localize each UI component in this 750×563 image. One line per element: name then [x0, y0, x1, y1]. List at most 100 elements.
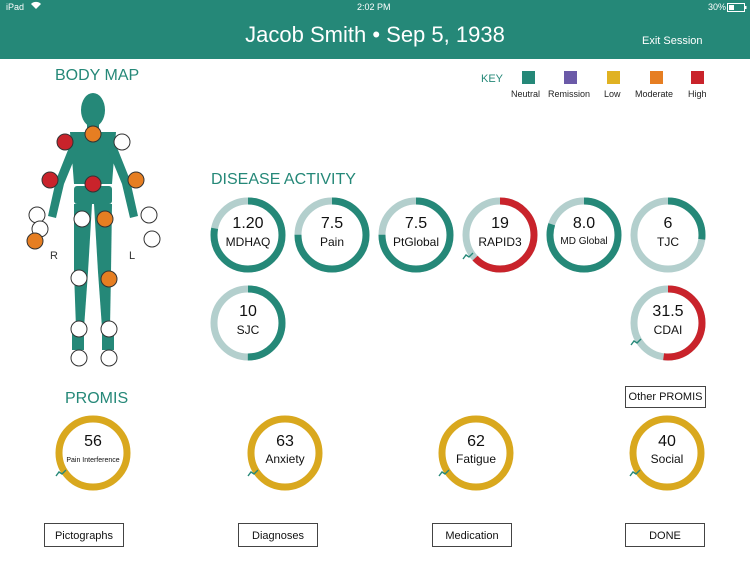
- metric-mdhaq-value: 1.20: [232, 215, 264, 232]
- metric-ptglobal-label: PtGlobal: [392, 235, 440, 249]
- key-label-neutral: Neutral: [511, 89, 541, 99]
- promis-pain-interference-value: 56: [84, 433, 102, 450]
- key-label-low: Low: [604, 89, 621, 99]
- key-label: KEY: [481, 73, 504, 85]
- metric-ptglobal-ring: [378, 197, 454, 273]
- key-label-moderate: Moderate: [635, 89, 674, 99]
- joint-right-shoulder: [56, 133, 74, 151]
- status-time: 2:02 PM: [357, 2, 391, 12]
- promis-anxiety-ring: [247, 415, 323, 491]
- promis-anxiety-value: 63: [276, 433, 294, 450]
- joint-left-knee: [100, 270, 118, 288]
- metric-rapid3-ring: [462, 197, 538, 273]
- metric-pain-label: Pain: [319, 235, 345, 249]
- promis-social-trend-icon: [629, 469, 641, 477]
- promis-social[interactable]: 40 Social: [629, 415, 705, 491]
- joint-left-elbow: [127, 171, 145, 189]
- metric-mdhaq-label: MDHAQ: [225, 235, 271, 249]
- joint-neck: [84, 125, 102, 143]
- metric-tjc-label: TJC: [657, 235, 679, 249]
- metric-mdhaq[interactable]: 1.20 MDHAQ: [210, 197, 286, 273]
- metric-md-global-label: MD Global: [560, 236, 608, 247]
- body-map-title: BODY MAP: [55, 67, 140, 84]
- metric-sjc-label: SJC: [236, 323, 260, 337]
- medication-button[interactable]: Medication: [432, 523, 512, 547]
- body-map: [22, 88, 172, 378]
- key-label-remission: Remission: [548, 89, 591, 99]
- body-figure: [26, 93, 161, 367]
- key-swatch-moderate: [650, 71, 663, 84]
- promis-pain-interference-trend-icon: [55, 469, 67, 477]
- promis-pain-interference-label: Pain Interference: [66, 457, 120, 464]
- metric-md-global-ring: [546, 197, 622, 273]
- promis-anxiety-label: Anxiety: [265, 452, 305, 466]
- metric-md-global-value: 8.0: [572, 215, 596, 232]
- joint-right-hand-2: [26, 232, 44, 250]
- other-promis-button[interactable]: Other PROMIS: [625, 386, 706, 408]
- joint-right-hip: [73, 210, 91, 228]
- metric-sjc-value: 10: [239, 303, 257, 320]
- promis-social-label: Social: [650, 452, 684, 466]
- joint-right-wrist: [28, 206, 46, 224]
- joint-spine: [84, 175, 102, 193]
- metric-rapid3[interactable]: 19 RAPID3: [462, 197, 538, 273]
- metric-ptglobal-value: 7.5: [404, 215, 428, 232]
- metric-tjc[interactable]: 6 TJC: [630, 197, 706, 273]
- promis-fatigue[interactable]: 62 Fatigue: [438, 415, 514, 491]
- promis-social-value: 40: [658, 433, 676, 450]
- metric-cdai-trend-icon: [630, 338, 642, 346]
- battery-icon: [727, 3, 747, 14]
- metric-cdai-label: CDAI: [653, 323, 683, 337]
- joint-left-shoulder: [113, 133, 131, 151]
- right-side-label: R: [50, 250, 58, 262]
- pictographs-button[interactable]: Pictographs: [44, 523, 124, 547]
- left-side-label: L: [129, 250, 136, 262]
- metric-rapid3-value: 19: [491, 215, 509, 232]
- promis-title: PROMIS: [65, 390, 129, 407]
- promis-anxiety-trend-icon: [247, 469, 259, 477]
- metric-pain-ring: [294, 197, 370, 273]
- patient-title: Jacob Smith • Sep 5, 1938: [245, 22, 505, 47]
- joint-right-ankle: [70, 320, 88, 338]
- device-name: iPad: [6, 2, 25, 12]
- key-swatch-high: [691, 71, 704, 84]
- key-swatch-low: [607, 71, 620, 84]
- promis-fatigue-value: 62: [467, 433, 485, 450]
- wifi-icon: [30, 1, 42, 12]
- metric-md-global[interactable]: 8.0 MD Global: [546, 197, 622, 273]
- metric-mdhaq-ring: [210, 197, 286, 273]
- diagnoses-button[interactable]: Diagnoses: [238, 523, 318, 547]
- exit-session-button[interactable]: Exit Session: [642, 35, 703, 47]
- key-swatch-neutral: [522, 71, 535, 84]
- joint-right-foot: [70, 349, 88, 367]
- header-bar: iPad 2:02 PM 30% Jacob Smith • Sep 5, 19…: [0, 0, 750, 59]
- metric-cdai-value: 31.5: [652, 303, 684, 320]
- metric-cdai-ring: [630, 285, 706, 361]
- metric-ptglobal[interactable]: 7.5 PtGlobal: [378, 197, 454, 273]
- promis-pain-interference[interactable]: 56 Pain Interference: [55, 415, 131, 491]
- metric-pain-value: 7.5: [320, 215, 344, 232]
- metric-rapid3-label: RAPID3: [478, 235, 522, 249]
- key-label-high: High: [688, 89, 707, 99]
- metric-cdai[interactable]: 31.5 CDAI: [630, 285, 706, 361]
- promis-fatigue-ring: [438, 415, 514, 491]
- promis-anxiety[interactable]: 63 Anxiety: [247, 415, 323, 491]
- joint-right-knee: [70, 269, 88, 287]
- joint-left-hand: [143, 230, 161, 248]
- metric-sjc-ring: [210, 285, 286, 361]
- key-swatch-remission: [564, 71, 577, 84]
- joint-left-ankle: [100, 320, 118, 338]
- metric-tjc-ring: [630, 197, 706, 273]
- promis-social-ring: [629, 415, 705, 491]
- metric-rapid3-trend-icon: [462, 252, 474, 260]
- battery-percent: 30%: [708, 2, 727, 12]
- metric-pain[interactable]: 7.5 Pain: [294, 197, 370, 273]
- joint-left-foot: [100, 349, 118, 367]
- joint-left-wrist: [140, 206, 158, 224]
- metric-sjc[interactable]: 10 SJC: [210, 285, 286, 361]
- disease-activity-title: DISEASE ACTIVITY: [211, 171, 356, 188]
- promis-pain-interference-ring: [55, 415, 131, 491]
- promis-fatigue-label: Fatigue: [455, 452, 497, 466]
- joint-left-hip: [96, 210, 114, 228]
- done-button[interactable]: DONE: [625, 523, 705, 547]
